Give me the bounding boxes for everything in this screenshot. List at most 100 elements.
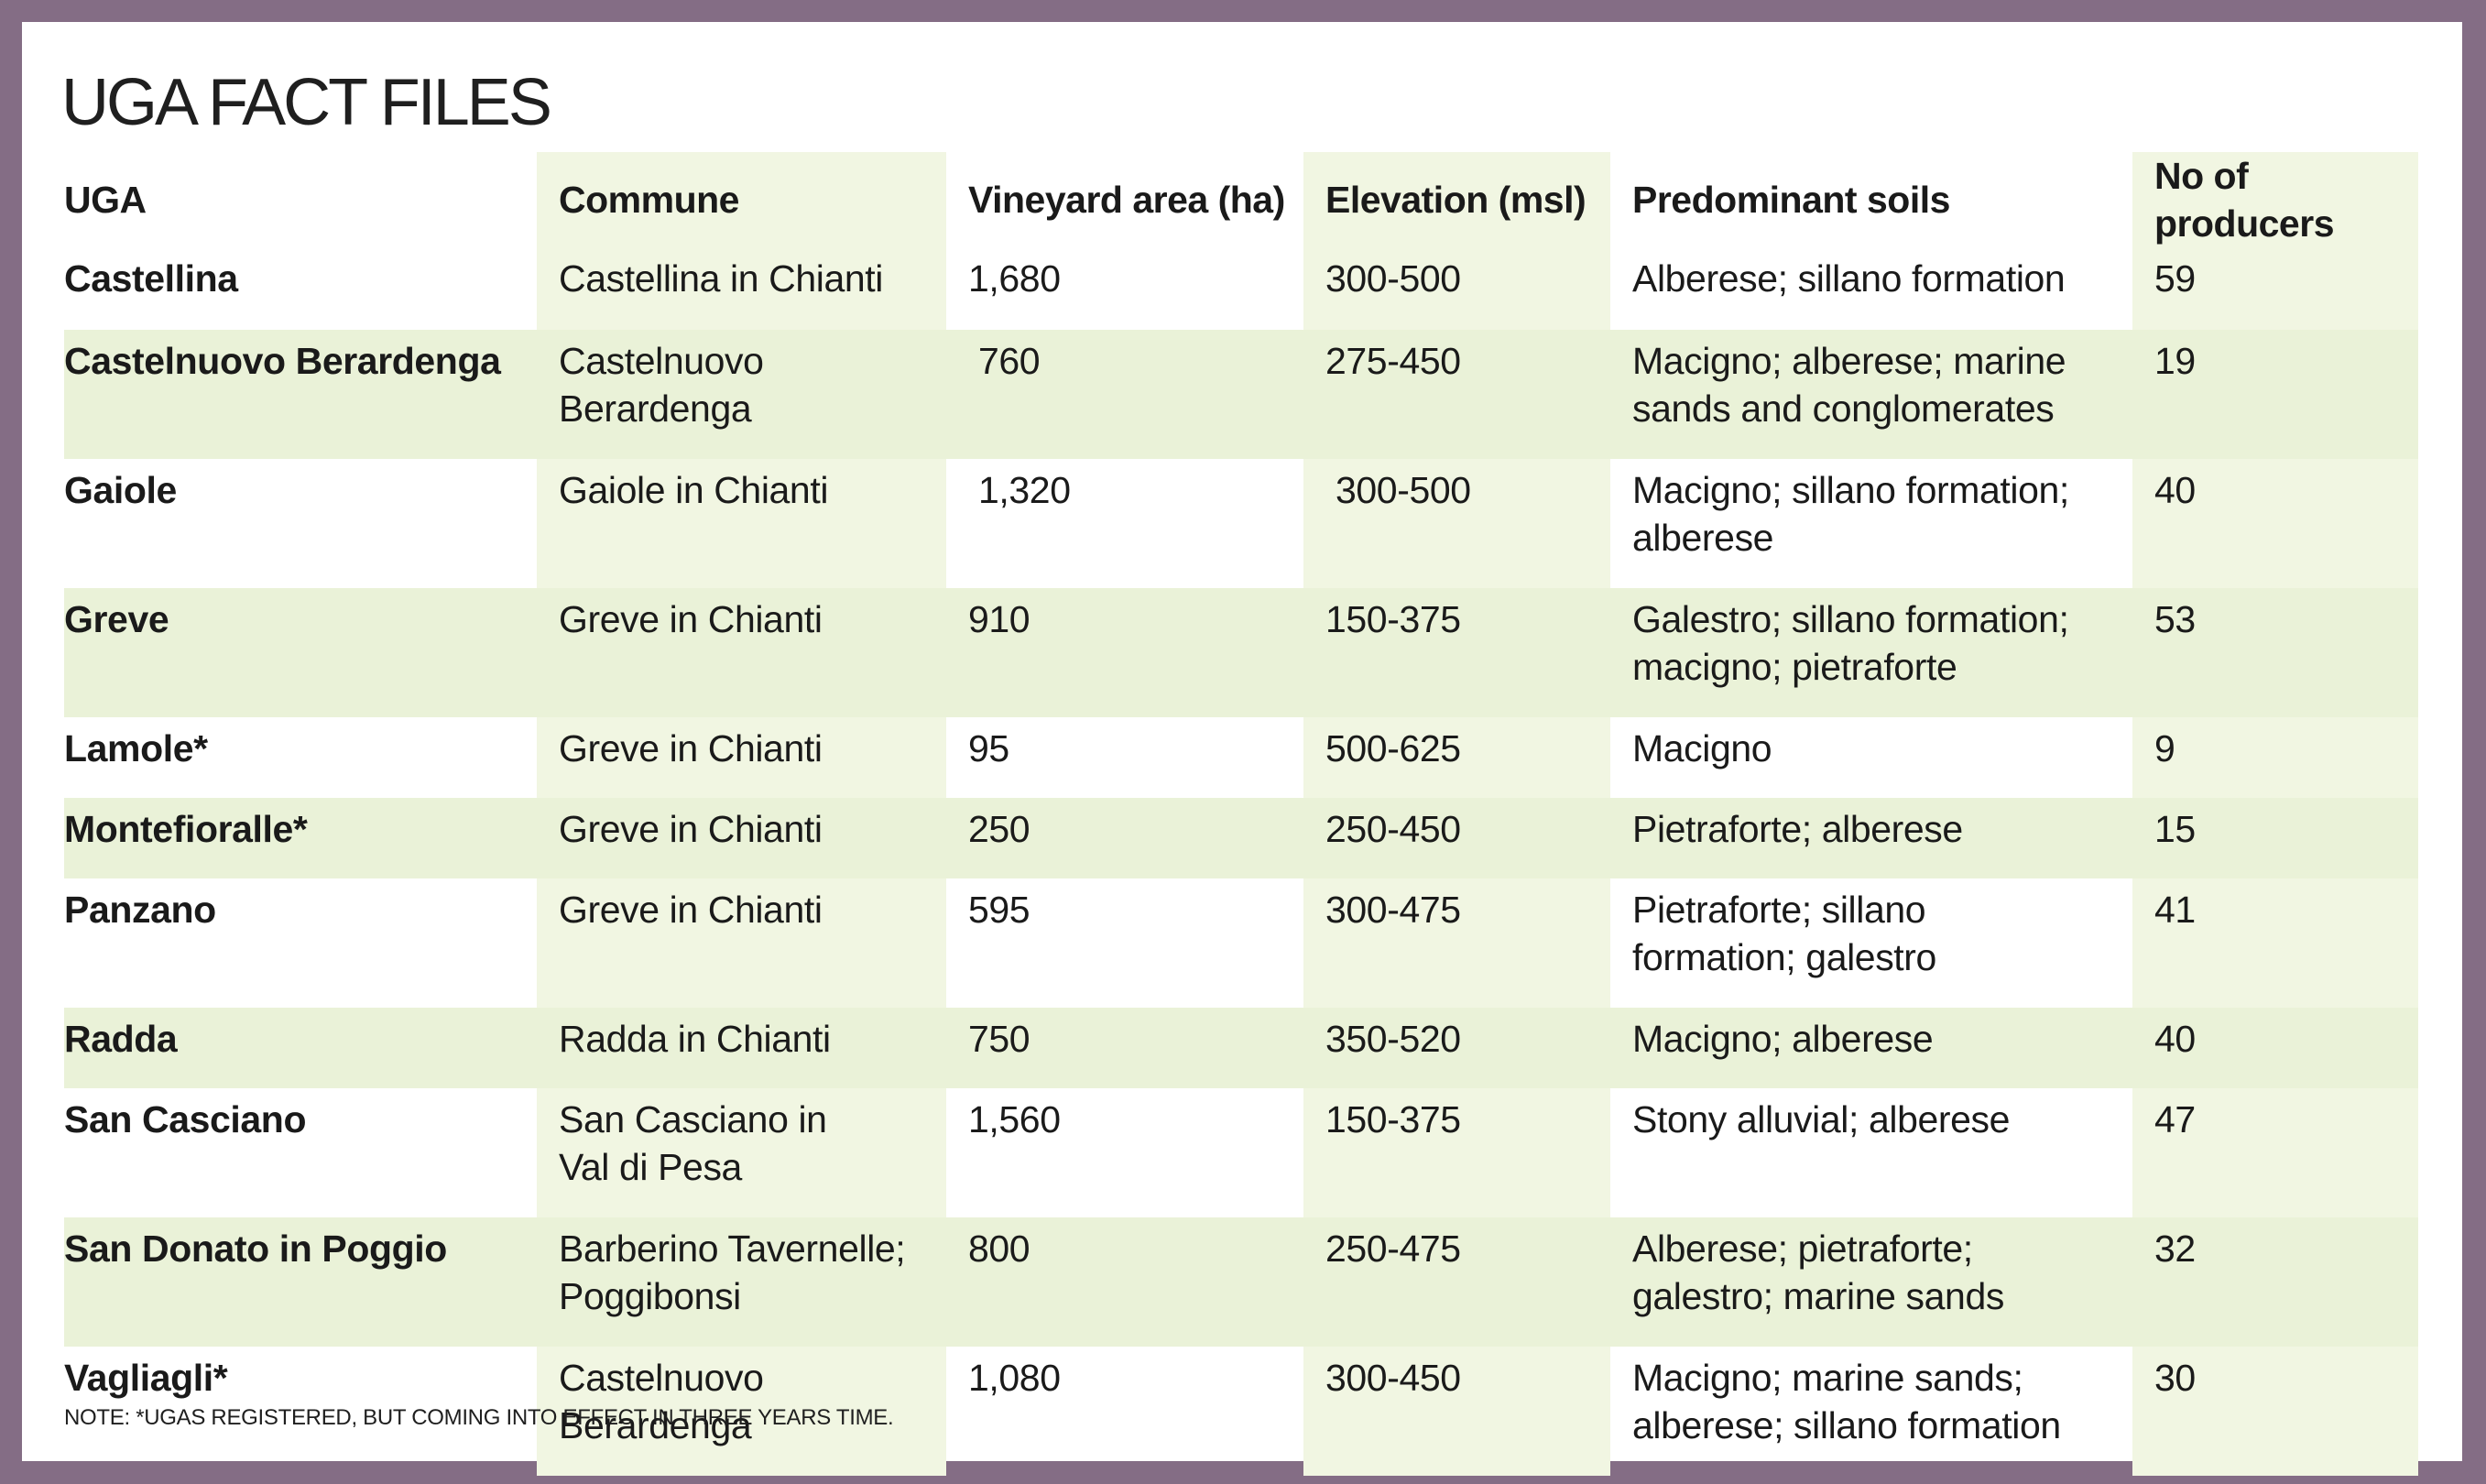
table-row: Lamole* Greve in Chianti 95 500-625 Macigno 9 (64, 717, 2418, 798)
table-row: Castelnuovo Berardenga Castelnuovo Berarde… (64, 330, 2418, 459)
table-row: Castellina Castellina in Chianti 1,680 300-… (64, 247, 2418, 330)
uga-table: UGA Commune Vineyard area (ha) Elevation… (64, 152, 2418, 1476)
producers-cell: 40 (2132, 1008, 2418, 1088)
soils-cell-line: alberese (1632, 517, 1774, 559)
soils-cell: Macigno; sillano formation; alberese (1610, 459, 2132, 588)
soils-cell: Macigno; marine sands; alberese; sillano … (1610, 1347, 2132, 1476)
elevation-cell: 275-450 (1303, 330, 1610, 459)
soils-cell-line: sands and conglomerates (1632, 387, 2055, 430)
table-row: Radda Radda in Chianti 750 350-520 Macigno; … (64, 1008, 2418, 1088)
commune-cell: Castelnuovo Berardenga (537, 330, 946, 459)
commune-cell-line: Poggibonsi (559, 1275, 741, 1317)
column-header-vineyard-area: Vineyard area (ha) (968, 179, 1285, 221)
soils-cell: Macigno; alberese (1610, 1008, 2132, 1088)
soils-cell-line: Macigno; sillano formation; (1632, 469, 2069, 511)
uga-cell: Castelnuovo Berardenga (64, 330, 537, 459)
uga-cell: Panzano (64, 889, 216, 931)
commune-cell-line: Castelnuovo (559, 340, 764, 382)
column-header-commune: Commune (537, 152, 946, 247)
soils-cell-line: Galestro; sillano formation; (1632, 598, 2069, 640)
soils-cell: Galestro; sillano formation; macigno; pie… (1610, 588, 2132, 717)
commune-cell: Greve in Chianti (537, 588, 946, 717)
soils-cell: Macigno (1610, 717, 2132, 798)
commune-cell: Greve in Chianti (537, 717, 946, 798)
commune-cell: Gaiole in Chianti (537, 459, 946, 588)
commune-cell-line: Greve in Chianti (559, 598, 823, 640)
table-body: Castellina Castellina in Chianti 1,680 300-… (64, 247, 2418, 1476)
producers-cell: 30 (2132, 1347, 2418, 1476)
vineyard-area-cell: 1,560 (968, 1098, 1061, 1140)
elevation-cell: 300-475 (1303, 878, 1610, 1008)
soils-cell: Pietraforte; sillano formation; galestro (1610, 878, 2132, 1008)
column-header-producers: No of producers (2132, 152, 2418, 247)
commune-cell-line: Radda in Chianti (559, 1018, 831, 1060)
soils-cell-line: Pietraforte; alberese (1632, 808, 1963, 850)
elevation-cell: 300-500 (1303, 459, 1610, 588)
soils-cell: Macigno; alberese; marine sands and congl… (1610, 330, 2132, 459)
uga-cell: Radda (64, 1008, 537, 1088)
producers-cell: 32 (2132, 1217, 2418, 1347)
soils-cell-line: Pietraforte; sillano (1632, 889, 1926, 931)
commune-cell-line: Greve in Chianti (559, 808, 823, 850)
footnote: NOTE: *UGAS REGISTERED, BUT COMING INTO … (64, 1405, 894, 1430)
producers-cell: 40 (2132, 459, 2418, 588)
uga-cell: Castellina (64, 257, 238, 300)
soils-cell-line: Macigno; alberese; marine (1632, 340, 2066, 382)
vineyard-area-cell: 910 (946, 588, 1303, 717)
soils-cell-line: alberese; sillano formation (1632, 1404, 2061, 1446)
commune-cell-line: Barberino Tavernelle; (559, 1228, 906, 1270)
commune-cell-line: Castellina in Chianti (559, 257, 883, 300)
commune-cell-line: Berardenga (559, 387, 752, 430)
producers-cell: 47 (2132, 1088, 2418, 1217)
soils-cell-line: Macigno; marine sands; (1632, 1357, 2023, 1399)
commune-cell: Greve in Chianti (537, 798, 946, 878)
commune-cell: Castelnuovo Berardenga (537, 1347, 946, 1476)
vineyard-area-cell: 800 (946, 1217, 1303, 1347)
commune-cell-line: Val di Pesa (559, 1146, 742, 1188)
soils-cell: Alberese; pietraforte; galestro; marine s… (1610, 1217, 2132, 1347)
commune-cell-line: Gaiole in Chianti (559, 469, 829, 511)
table-row: Vagliagli* Castelnuovo Berardenga 1,080 300-… (64, 1347, 2418, 1476)
commune-cell-line: San Casciano in (559, 1098, 827, 1140)
soils-cell-line: formation; galestro (1632, 936, 1936, 978)
soils-cell-line: galestro; marine sands (1632, 1275, 2004, 1317)
table-row: Greve Greve in Chianti 910 150-375 Galestro;… (64, 588, 2418, 717)
commune-cell: Barberino Tavernelle; Poggibonsi (537, 1217, 946, 1347)
soils-cell: Alberese; sillano formation (1610, 247, 2132, 330)
vineyard-area-cell: 1,080 (968, 1357, 1061, 1399)
soils-cell-line: macigno; pietraforte (1632, 646, 1957, 688)
commune-cell: San Casciano in Val di Pesa (537, 1088, 946, 1217)
table-row: San Donato in Poggio Barberino Tavernelle… (64, 1217, 2418, 1347)
uga-cell: Vagliagli* (64, 1357, 228, 1399)
vineyard-area-cell: 95 (968, 727, 1009, 769)
elevation-cell: 150-375 (1303, 588, 1610, 717)
uga-cell: San Donato in Poggio (64, 1217, 537, 1347)
uga-cell: Montefioralle* (64, 798, 537, 878)
vineyard-area-cell: 750 (946, 1008, 1303, 1088)
elevation-cell: 300-500 (1303, 247, 1610, 330)
vineyard-area-cell: 1,680 (968, 257, 1061, 300)
soils-cell: Stony alluvial; alberese (1610, 1088, 2132, 1217)
elevation-cell: 250-450 (1303, 798, 1610, 878)
uga-cell: Gaiole (64, 469, 177, 511)
commune-cell-line: Greve in Chianti (559, 727, 823, 769)
page-title: UGA FACT FILES (61, 66, 552, 139)
table-row: Panzano Greve in Chianti 595 300-475 Pietraf… (64, 878, 2418, 1008)
producers-cell: 59 (2132, 247, 2418, 330)
producers-cell: 9 (2132, 717, 2418, 798)
soils-cell-line: Stony alluvial; alberese (1632, 1098, 2011, 1140)
vineyard-area-cell: 595 (968, 889, 1030, 931)
commune-cell-line: Greve in Chianti (559, 889, 823, 931)
column-header-elevation: Elevation (msl) (1303, 152, 1610, 247)
elevation-cell: 300-450 (1303, 1347, 1610, 1476)
elevation-cell: 250-475 (1303, 1217, 1610, 1347)
commune-cell: Castellina in Chianti (537, 247, 946, 330)
elevation-cell: 350-520 (1303, 1008, 1610, 1088)
uga-cell: Greve (64, 588, 537, 717)
soils-cell-line: Alberese; pietraforte; (1632, 1228, 1973, 1270)
uga-cell: San Casciano (64, 1098, 307, 1140)
producers-cell: 15 (2132, 798, 2418, 878)
vineyard-area-cell: 1,320 (968, 469, 1071, 511)
table-row: Montefioralle* Greve in Chianti 250 250-450… (64, 798, 2418, 878)
soils-cell-line: Macigno (1632, 727, 1772, 769)
